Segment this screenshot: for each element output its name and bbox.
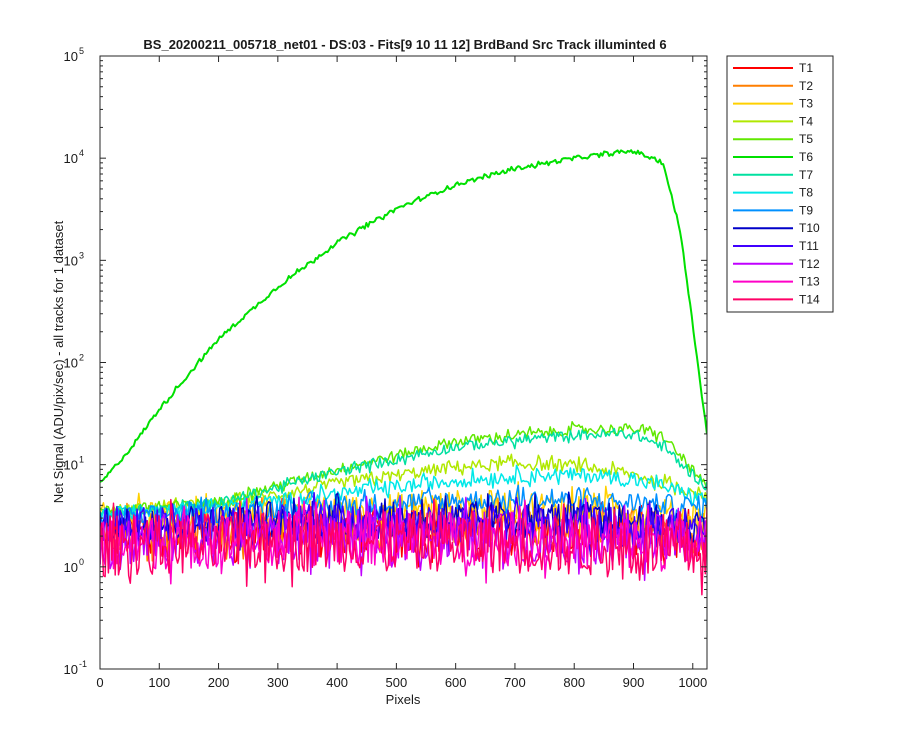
x-axis-label: Pixels <box>386 692 421 707</box>
y-tick-base: 10 <box>64 662 78 677</box>
y-tick-exponent: 3 <box>79 250 84 260</box>
legend-label: T9 <box>799 203 813 217</box>
legend-label: T8 <box>799 186 813 200</box>
x-tick-label: 500 <box>386 675 408 690</box>
legend-label: T11 <box>799 239 819 253</box>
series-layer <box>100 149 707 596</box>
legend-box <box>726 55 834 313</box>
y-tick-label: 10 <box>64 458 78 473</box>
plot-frame <box>99 55 708 670</box>
y-tick-base: 10 <box>64 49 78 64</box>
legend-label: T5 <box>799 132 813 146</box>
y-tick-exponent: 4 <box>79 148 84 158</box>
legend-label: T10 <box>799 221 820 235</box>
legend-label: T3 <box>799 97 813 111</box>
series-line-t14 <box>100 498 707 596</box>
y-tick-exponent: 5 <box>79 46 84 56</box>
legend-label: T7 <box>799 168 813 182</box>
legend-label: T13 <box>799 275 820 289</box>
x-tick-label: 800 <box>563 675 585 690</box>
y-tick-label: 10 <box>64 662 78 677</box>
y-tick-exponent: 2 <box>79 353 84 363</box>
y-tick-exponent: 1 <box>79 455 84 465</box>
y-tick-base: 10 <box>64 253 78 268</box>
chart-title: BS_20200211_005718_net01 - DS:03 - Fits[… <box>143 37 666 52</box>
legend: T1 T2 T3 T4 T5 T6 T7 T8 T9 T10 T11 T12 T13 T14 <box>726 55 834 313</box>
y-tick-exponent: 0 <box>79 557 84 567</box>
plot-area <box>100 56 707 669</box>
x-tick-label: 600 <box>445 675 467 690</box>
y-axis-label: Net Signal (ADU/pix/sec) - all tracks fo… <box>51 220 66 503</box>
y-tick-base: 10 <box>64 151 78 166</box>
legend-label: T6 <box>799 150 813 164</box>
y-tick-base: 10 <box>64 458 78 473</box>
series-line-t6 <box>100 149 707 483</box>
legend-label: T2 <box>799 79 813 93</box>
legend-label: T4 <box>799 114 813 128</box>
y-tick-exponent: -1 <box>79 659 87 669</box>
y-tick-base: 10 <box>64 356 78 371</box>
x-tick-label: 700 <box>504 675 526 690</box>
x-tick-label: 400 <box>326 675 348 690</box>
legend-items: T1 T2 T3 T4 T5 T6 T7 T8 T9 T10 T11 T12 T13 T14 <box>733 61 820 306</box>
y-tick-label: 10 <box>64 560 78 575</box>
legend-label: T1 <box>799 61 813 75</box>
x-tick-label: 100 <box>148 675 170 690</box>
legend-label: T12 <box>799 257 820 271</box>
legend-label: T14 <box>799 292 820 306</box>
x-axis-ticks: 0 100 200 300 400 500 600 700 800 900 1000 <box>96 56 707 690</box>
x-tick-label: 900 <box>623 675 645 690</box>
y-tick-label: 10 <box>64 49 78 64</box>
x-tick-label: 200 <box>208 675 230 690</box>
y-tick-label: 10 <box>64 151 78 166</box>
x-tick-label: 300 <box>267 675 289 690</box>
x-tick-label: 0 <box>96 675 103 690</box>
y-tick-base: 10 <box>64 560 78 575</box>
y-tick-label: 10 <box>64 356 78 371</box>
y-tick-label: 10 <box>64 253 78 268</box>
x-tick-label: 1000 <box>678 675 707 690</box>
series-line-t12 <box>100 495 707 582</box>
